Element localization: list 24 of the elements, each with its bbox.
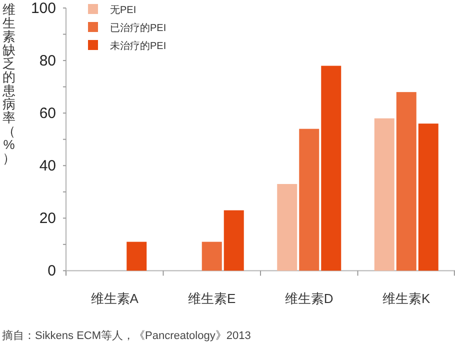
bar <box>277 184 298 271</box>
x-tick-label: 维生素D <box>284 291 334 306</box>
bar <box>224 210 244 271</box>
bar <box>126 242 147 271</box>
legend-label: 未治疗的PEI <box>110 40 166 52</box>
y-axis-title: 维生素缺乏的患病率（%） <box>2 2 16 166</box>
x-tick-label: 维生素A <box>90 291 139 306</box>
bar <box>374 118 394 271</box>
y-tick-label: 80 <box>39 52 56 70</box>
x-tick-label: 维生素E <box>188 291 236 306</box>
bar <box>321 66 342 271</box>
y-tick-label: 60 <box>39 105 56 122</box>
bar <box>418 124 438 271</box>
y-tick-label: 40 <box>39 158 56 175</box>
y-tick-label: 100 <box>30 0 56 17</box>
legend-label: 已治疗的PEI <box>110 22 166 34</box>
y-tick-label: 20 <box>39 210 56 228</box>
bar <box>396 92 416 271</box>
bar <box>202 242 222 271</box>
x-tick-label: 维生素K <box>382 291 431 306</box>
legend-label: 无PEI <box>110 5 136 16</box>
y-tick-label: 0 <box>48 262 56 280</box>
text: 摘自：Sikkens ECM等人，《Pancreatology》2013 <box>2 329 251 342</box>
bar <box>299 128 320 271</box>
